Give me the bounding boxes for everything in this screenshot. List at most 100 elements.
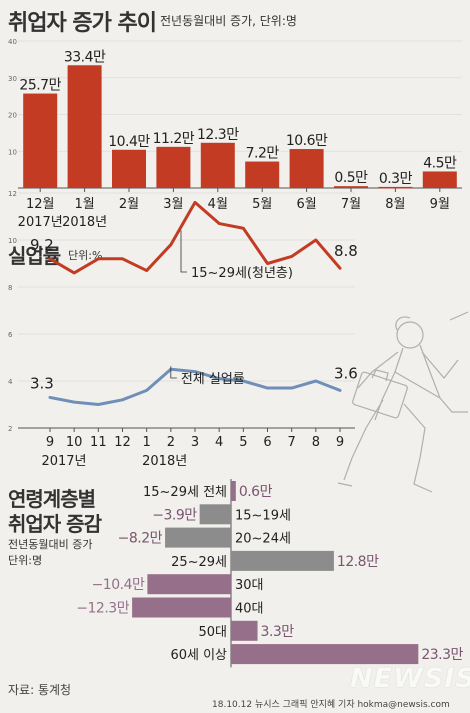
line-chart-category-label: 9: [46, 435, 54, 450]
total-series-name: 전체 실업률: [181, 372, 245, 387]
line-chart-ytick-label: 10: [8, 237, 17, 245]
line-chart-category-label: 11: [90, 435, 107, 450]
age-chart-value-label: −10.4만: [92, 577, 145, 593]
age-chart-value-label: 23.3만: [421, 647, 463, 663]
line-chart-year-label: 2018년: [142, 454, 187, 469]
bar-chart-category-label: 12월: [26, 197, 55, 212]
age-chart-bar: [231, 644, 419, 665]
line-chart-category-label: 9: [336, 435, 344, 450]
bar-chart-value-label: 25.7만: [19, 78, 61, 94]
age-chart-category-label: 60세 이상: [170, 648, 227, 663]
bar-chart-bar: [245, 161, 280, 188]
bar-chart-category-label: 2월: [119, 197, 139, 212]
bar-chart-year-label: 2017년: [18, 215, 63, 230]
bar-chart-value-label: 11.2만: [153, 131, 195, 147]
line-chart-category-label: 1: [143, 435, 151, 450]
age-chart-category-label: 20~24세: [235, 532, 291, 547]
bar-chart-category-label: 6월: [296, 197, 316, 212]
bar-chart-bar: [334, 186, 368, 188]
credit-label: 18.10.12 뉴시스 그래픽 안지혜 기자 hokma@newsis.com: [212, 700, 450, 710]
bar-chart-bar: [422, 171, 457, 188]
bar-chart-ytick-label: 10: [8, 148, 17, 156]
total-series-leader-line: [170, 366, 177, 379]
age-chart-value-label: −12.3만: [76, 601, 129, 617]
age-chart-value-label: −3.9만: [152, 507, 197, 523]
line-chart-start-label: 3.3: [30, 374, 54, 392]
bar-chart-category-label: 3월: [163, 197, 183, 212]
age-chart-bar: [231, 620, 258, 641]
bar-chart-value-label: 0.3만: [379, 171, 413, 187]
age-chart-bar: [231, 481, 236, 501]
age-chart-value-label: 3.3만: [261, 624, 295, 640]
bar-chart-value-label: 12.3만: [197, 127, 239, 143]
line-chart-category-label: 5: [239, 435, 247, 450]
age-chart-subtitle-line2: 단위:명: [8, 554, 43, 567]
line-chart-category-label: 4: [215, 435, 223, 450]
youth-series-leader-line: [180, 230, 187, 273]
line-chart-ytick-label: 4: [8, 378, 13, 386]
bar-chart-bar: [289, 149, 324, 188]
line-chart-category-label: 3: [191, 435, 199, 450]
line-chart-category-label: 7: [288, 435, 296, 450]
total-unemployment-line: [48, 367, 342, 406]
age-chart-bar: [132, 597, 231, 618]
line-chart-unit: 단위:%: [68, 249, 103, 262]
line-chart-category-label: 2: [167, 435, 175, 450]
newsis-logo: NEWSIS: [350, 663, 470, 694]
line-chart-end-label: 8.8: [334, 242, 358, 260]
bar-chart-bar: [112, 149, 146, 188]
line-chart-end-label: 3.6: [334, 364, 358, 382]
age-chart-subtitle-line1: 전년동월대비 증가: [8, 538, 93, 551]
bar-chart-title: 취업자 증가 추이: [8, 11, 157, 36]
bar-chart-bar: [200, 142, 235, 188]
line-chart-ytick-label: 12: [8, 190, 17, 198]
age-chart-category-label: 15~19세: [235, 508, 291, 523]
age-chart-value-label: 12.8만: [337, 554, 379, 570]
age-chart-category-label: 15~29세 전체: [143, 485, 227, 500]
age-chart-title-line2: 취업자 증감: [8, 512, 102, 536]
age-chart-category-label: 30대: [235, 578, 264, 593]
line-chart-category-label: 10: [66, 435, 83, 450]
bar-chart-category-label: 8월: [385, 197, 405, 212]
line-chart-category-label: 8: [312, 435, 320, 450]
bar-chart-category-label: 4월: [208, 197, 228, 212]
age-chart-bar: [231, 550, 334, 571]
bar-chart-value-label: 4.5만: [423, 155, 457, 171]
age-chart-title-line1: 연령계층별: [8, 487, 96, 511]
bar-chart-category-label: 5월: [252, 197, 272, 212]
age-chart-value-label: −8.2만: [118, 531, 163, 547]
line-chart-start-label: 9.2: [30, 236, 54, 254]
line-chart-year-label: 2017년: [41, 454, 86, 469]
line-chart-category-label: 6: [263, 435, 271, 450]
running-man-illustration: [337, 311, 469, 493]
bar-chart-category-label: 1월: [74, 197, 94, 212]
bar-chart-category-label: 9월: [430, 197, 450, 212]
line-chart-ytick-label: 8: [8, 284, 12, 292]
age-chart-category-label: 40대: [235, 602, 264, 617]
age-chart-bar: [165, 527, 231, 548]
bar-chart-year-label: 2018년: [62, 215, 107, 230]
age-chart-value-label: 0.6만: [239, 484, 273, 500]
age-chart-subtitle: 전년동월대비 증가 단위:명: [8, 537, 92, 569]
age-chart-bar: [199, 504, 231, 525]
line-chart-ytick-label: 6: [8, 331, 13, 339]
bar-chart-ytick-label: 20: [8, 112, 17, 120]
line-chart-category-label: 12: [114, 435, 131, 450]
bar-chart-value-label: 0.5만: [334, 170, 368, 186]
bar-chart-value-label: 7.2만: [246, 146, 280, 162]
bar-chart-subtitle: 전년동월대비 증가, 단위:명: [160, 14, 297, 28]
bar-chart-bar: [23, 93, 58, 188]
line-chart-ytick-label: 2: [8, 425, 12, 433]
youth-series-name: 15~29세(청년층): [191, 266, 293, 281]
line-chart-title: 실업률: [8, 244, 61, 268]
bar-chart-bar: [156, 146, 191, 188]
bar-chart-category-label: 7월: [341, 197, 361, 212]
bar-chart-value-label: 10.4만: [108, 134, 150, 150]
bar-chart-bar: [67, 65, 102, 188]
bar-chart-bar: [378, 186, 413, 189]
source-label: 자료: 통계청: [8, 683, 72, 697]
bar-chart-ytick-label: 40: [8, 38, 17, 46]
age-chart-category-label: 25~29세: [171, 555, 227, 570]
bar-chart-value-label: 10.6만: [286, 133, 328, 149]
